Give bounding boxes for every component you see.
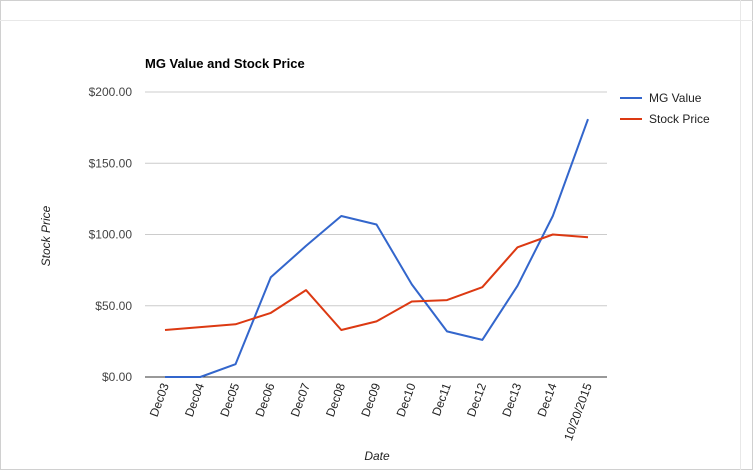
y-tick-label: $50.00 (95, 299, 132, 313)
x-tick-label: Dec12 (464, 381, 489, 419)
gridlines (145, 91, 607, 378)
series-line-stock-price (164, 233, 589, 331)
legend-label: MG Value (649, 91, 702, 105)
x-tick-label: Dec13 (499, 381, 524, 419)
y-tick-label: $200.00 (89, 85, 133, 99)
x-tick-label: Dec10 (394, 381, 419, 419)
x-axis-label: Date (364, 449, 390, 463)
sheet-gridline (0, 20, 753, 21)
x-tick-label: 10/20/2015 (561, 381, 595, 443)
sheet-gridline (740, 0, 741, 470)
y-axis-label: Stock Price (39, 205, 53, 266)
x-axis-ticks: Dec03 Dec04 Dec05 Dec06 Dec07 Dec08 Dec09 Dec10… (147, 381, 595, 443)
x-tick-label: Dec14 (535, 381, 560, 419)
x-tick-label: Dec09 (358, 381, 383, 419)
x-tick-label: Dec11 (429, 381, 454, 418)
legend-label: Stock Price (649, 112, 710, 126)
y-tick-label: $150.00 (89, 156, 133, 170)
x-tick-label: Dec04 (182, 381, 207, 419)
x-tick-label: Dec07 (288, 381, 313, 419)
series-lines (164, 118, 589, 378)
x-tick-label: Dec05 (217, 381, 242, 419)
y-axis-ticks: $0.00 $50.00 $100.00 $150.00 $200.00 (89, 85, 133, 384)
x-tick-label: Dec06 (253, 381, 278, 419)
x-tick-label: Dec08 (323, 381, 348, 419)
chart-title: MG Value and Stock Price (145, 56, 305, 71)
y-tick-label: $0.00 (102, 370, 132, 384)
legend: MG Value Stock Price (620, 91, 710, 126)
series-line-mg-value (165, 118, 589, 378)
y-tick-label: $100.00 (89, 228, 133, 242)
x-tick-label: Dec03 (147, 381, 172, 419)
